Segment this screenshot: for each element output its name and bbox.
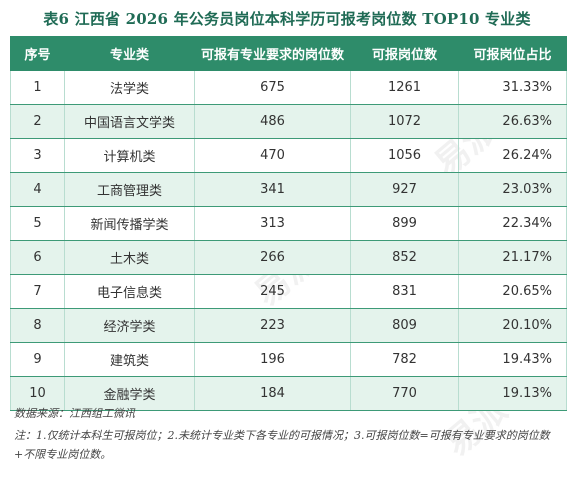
table-row: 2 中国语言文学类 486 1072 26.63%: [10, 104, 567, 139]
cell-category: 土木类: [64, 240, 195, 275]
cell-rank: 3: [10, 138, 65, 173]
cell-req-posts: 266: [194, 240, 351, 275]
cell-posts: 899: [350, 206, 459, 241]
cell-share: 21.17%: [458, 240, 567, 275]
cell-posts: 1072: [350, 104, 459, 139]
cell-share: 22.34%: [458, 206, 567, 241]
cell-category: 新闻传播学类: [64, 206, 195, 241]
cell-req-posts: 470: [194, 138, 351, 173]
table-header-row: 序号 专业类 可报有专业要求的岗位数 可报岗位数 可报岗位占比: [10, 36, 567, 71]
cell-rank: 7: [10, 274, 65, 309]
table-row: 3 计算机类 470 1056 26.24%: [10, 138, 567, 173]
header-posts: 可报岗位数: [350, 36, 459, 71]
cell-category: 法学类: [64, 70, 195, 105]
table-row: 5 新闻传播学类 313 899 22.34%: [10, 206, 567, 241]
cell-share: 31.33%: [458, 70, 567, 105]
table-row: 10 金融学类 184 770 19.13%: [10, 376, 567, 411]
cell-req-posts: 313: [194, 206, 351, 241]
cell-rank: 10: [10, 376, 65, 411]
header-req-posts: 可报有专业要求的岗位数: [194, 36, 351, 71]
data-table: 序号 专业类 可报有专业要求的岗位数 可报岗位数 可报岗位占比 1 法学类 67…: [10, 36, 567, 411]
cell-rank: 2: [10, 104, 65, 139]
header-category: 专业类: [64, 36, 195, 71]
cell-posts: 927: [350, 172, 459, 207]
table-row: 1 法学类 675 1261 31.33%: [10, 70, 567, 105]
cell-req-posts: 184: [194, 376, 351, 411]
table-row: 4 工商管理类 341 927 23.03%: [10, 172, 567, 207]
cell-posts: 770: [350, 376, 459, 411]
data-source: 数据来源：江西组工微讯: [14, 407, 135, 420]
cell-posts: 852: [350, 240, 459, 275]
cell-rank: 8: [10, 308, 65, 343]
cell-req-posts: 675: [194, 70, 351, 105]
cell-posts: 782: [350, 342, 459, 377]
cell-share: 26.24%: [458, 138, 567, 173]
cell-category: 中国语言文学类: [64, 104, 195, 139]
table-row: 6 土木类 266 852 21.17%: [10, 240, 567, 275]
cell-posts: 1056: [350, 138, 459, 173]
cell-rank: 9: [10, 342, 65, 377]
cell-rank: 5: [10, 206, 65, 241]
cell-share: 20.10%: [458, 308, 567, 343]
cell-req-posts: 223: [194, 308, 351, 343]
table-notes: 注：1.仅统计本科生可报岗位；2.未统计专业类下各专业的可报情况；3.可报岗位数…: [14, 429, 550, 461]
cell-category: 计算机类: [64, 138, 195, 173]
header-rank: 序号: [10, 36, 65, 71]
cell-category: 建筑类: [64, 342, 195, 377]
cell-share: 19.13%: [458, 376, 567, 411]
cell-share: 19.43%: [458, 342, 567, 377]
cell-share: 26.63%: [458, 104, 567, 139]
cell-share: 20.65%: [458, 274, 567, 309]
header-share: 可报岗位占比: [458, 36, 567, 71]
cell-share: 23.03%: [458, 172, 567, 207]
cell-rank: 6: [10, 240, 65, 275]
cell-posts: 831: [350, 274, 459, 309]
cell-req-posts: 245: [194, 274, 351, 309]
cell-category: 工商管理类: [64, 172, 195, 207]
cell-category: 经济学类: [64, 308, 195, 343]
table-row: 7 电子信息类 245 831 20.65%: [10, 274, 567, 309]
cell-req-posts: 341: [194, 172, 351, 207]
cell-rank: 1: [10, 70, 65, 105]
cell-rank: 4: [10, 172, 65, 207]
table-row: 8 经济学类 223 809 20.10%: [10, 308, 567, 343]
table-row: 9 建筑类 196 782 19.43%: [10, 342, 567, 377]
table-title: 表6 江西省 2026 年公务员岗位本科学历可报考岗位数 TOP10 专业类: [43, 10, 531, 28]
cell-category: 电子信息类: [64, 274, 195, 309]
cell-req-posts: 196: [194, 342, 351, 377]
cell-req-posts: 486: [194, 104, 351, 139]
cell-posts: 809: [350, 308, 459, 343]
cell-posts: 1261: [350, 70, 459, 105]
